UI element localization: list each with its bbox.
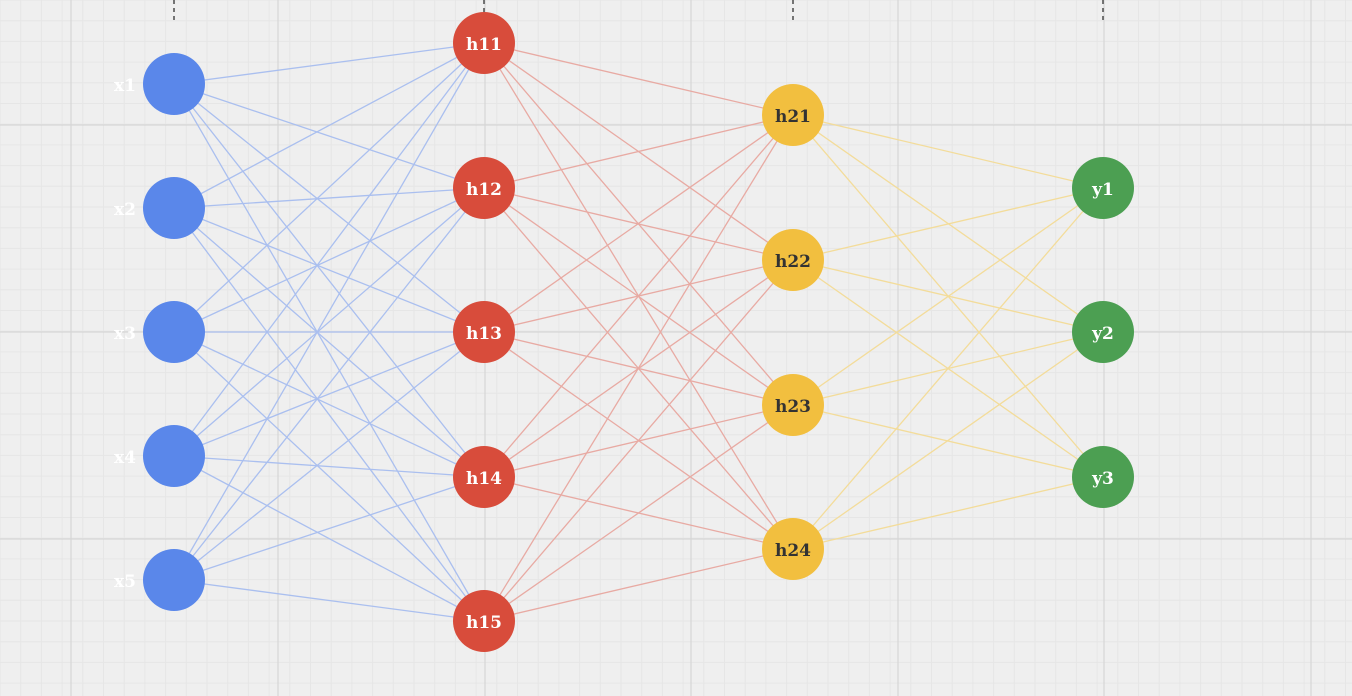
- node-x1: x1: [114, 53, 205, 115]
- edge-x3-h11: [173, 42, 485, 333]
- node-circle: [453, 590, 515, 652]
- node-label: h22: [775, 252, 811, 272]
- edge-x3-h15: [173, 331, 485, 622]
- edge-h12-h21: [483, 114, 794, 189]
- edge-x2-h11: [173, 42, 485, 209]
- node-circle: [1072, 157, 1134, 219]
- node-circle: [453, 446, 515, 508]
- edge-x1-h11: [173, 42, 485, 85]
- edge-h11-h21: [483, 42, 794, 116]
- node-y3: y3: [1072, 446, 1134, 508]
- node-label: y1: [1091, 180, 1114, 200]
- node-y1: y1: [1072, 157, 1134, 219]
- node-label: h11: [466, 35, 502, 55]
- edge-h14-h21: [483, 114, 794, 478]
- node-label: x4: [114, 448, 136, 468]
- edge-x1-h12: [173, 83, 485, 189]
- edge-x1-h15: [173, 83, 485, 622]
- node-circle: [453, 301, 515, 363]
- neurons: x1 x2 x3 x4 x5 h11 h12 h13 h14 h15 h21 h22 h23 h24 y1 y…: [114, 12, 1134, 652]
- node-x3: x3: [114, 301, 205, 363]
- node-label: y2: [1091, 324, 1114, 344]
- node-x5: x5: [114, 549, 205, 611]
- node-circle: [1072, 446, 1134, 508]
- node-label: h15: [466, 613, 502, 633]
- edge-x4-h12: [173, 187, 485, 457]
- node-h14: h14: [453, 446, 515, 508]
- edge-x2-h14: [173, 207, 485, 478]
- node-label: x3: [114, 324, 136, 344]
- node-h12: h12: [453, 157, 515, 219]
- edge-x4-h14: [173, 455, 485, 478]
- edge-h21-y1: [792, 114, 1104, 189]
- node-circle: [143, 177, 205, 239]
- edge-h15-h23: [483, 404, 794, 622]
- edge-x5-h14: [173, 476, 485, 581]
- edge-x1-h13: [173, 83, 485, 333]
- node-h11: h11: [453, 12, 515, 74]
- node-y2: y2: [1072, 301, 1134, 363]
- edge-x2-h12: [173, 187, 485, 209]
- edge-x5-h12: [173, 187, 485, 581]
- edge-x3-h12: [173, 187, 485, 333]
- edge-h24-y3: [792, 476, 1104, 550]
- node-label: h12: [466, 180, 502, 200]
- node-circle: [143, 425, 205, 487]
- edge-h15-h21: [483, 114, 794, 622]
- edge-h15-h22: [483, 259, 794, 622]
- node-h13: h13: [453, 301, 515, 363]
- node-circle: [762, 229, 824, 291]
- node-label: y3: [1091, 469, 1114, 489]
- node-label: h21: [775, 107, 811, 127]
- node-h21: h21: [762, 84, 824, 146]
- edge-h13-h21: [483, 114, 794, 333]
- edge-x4-h11: [173, 42, 485, 457]
- node-h22: h22: [762, 229, 824, 291]
- edge-x5-h13: [173, 331, 485, 581]
- node-h24: h24: [762, 518, 824, 580]
- node-label: x2: [114, 200, 136, 220]
- edge-x2-h15: [173, 207, 485, 622]
- node-circle: [143, 301, 205, 363]
- node-label: h24: [775, 541, 811, 561]
- edge-x2-h13: [173, 207, 485, 333]
- node-h15: h15: [453, 590, 515, 652]
- node-label: x5: [114, 572, 136, 592]
- node-circle: [762, 518, 824, 580]
- node-circle: [453, 157, 515, 219]
- node-circle: [143, 53, 205, 115]
- edge-x1-h14: [173, 83, 485, 478]
- node-label: h23: [775, 397, 811, 417]
- node-label: h13: [466, 324, 502, 344]
- edge-x5-h11: [173, 42, 485, 581]
- node-x4: x4: [114, 425, 205, 487]
- node-circle: [453, 12, 515, 74]
- edge-x4-h13: [173, 331, 485, 457]
- node-circle: [1072, 301, 1134, 363]
- edge-x3-h14: [173, 331, 485, 478]
- edge-h22-y1: [792, 187, 1104, 261]
- edge-h24-y2: [792, 331, 1104, 550]
- layer-guides: [173, 0, 1104, 22]
- node-circle: [143, 549, 205, 611]
- node-circle: [762, 84, 824, 146]
- node-h23: h23: [762, 374, 824, 436]
- connections: [173, 42, 1104, 622]
- node-x2: x2: [114, 177, 205, 239]
- edge-h24-y1: [792, 187, 1104, 550]
- edge-h15-h24: [483, 548, 794, 622]
- node-label: h14: [466, 469, 502, 489]
- edge-x5-h15: [173, 579, 485, 622]
- edge-h23-y1: [792, 187, 1104, 406]
- node-circle: [762, 374, 824, 436]
- node-label: x1: [114, 76, 136, 96]
- edge-x4-h15: [173, 455, 485, 622]
